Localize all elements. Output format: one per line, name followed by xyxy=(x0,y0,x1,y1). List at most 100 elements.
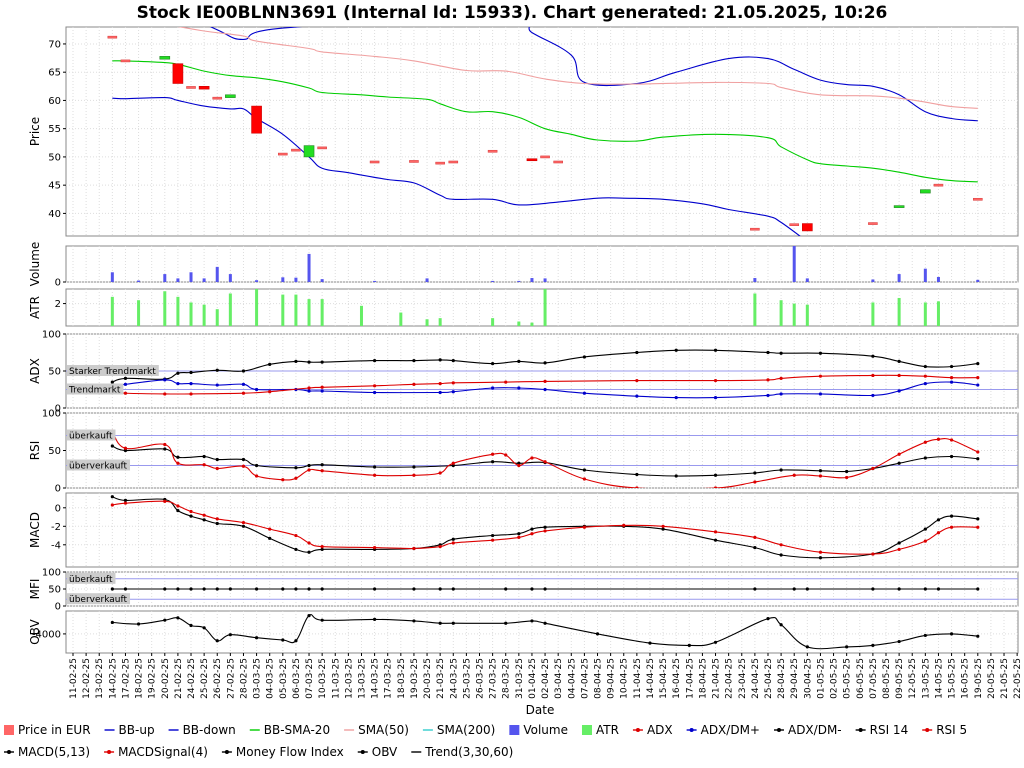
series-point xyxy=(871,373,875,378)
series-point xyxy=(372,390,377,395)
volume-bar xyxy=(517,280,521,282)
volume-bar xyxy=(163,274,167,282)
y-tick-label: 50 xyxy=(48,446,61,457)
series-point xyxy=(176,616,180,620)
atr-bar xyxy=(163,291,167,326)
series-bb-down xyxy=(112,97,801,236)
price-candle xyxy=(369,160,380,164)
legend-item-obv: OBV xyxy=(357,745,398,759)
chart-title: Stock IE00BLNN3691 (Internal Id: 15933).… xyxy=(137,3,888,23)
series-point xyxy=(871,587,875,591)
series-point xyxy=(517,461,521,465)
series-point xyxy=(189,370,193,375)
x-tick-label: 28-02-25 xyxy=(239,658,249,699)
series-point xyxy=(202,626,206,630)
x-tick-label: 07-03-25 xyxy=(305,658,315,699)
y-tick-label: 0 xyxy=(55,404,61,415)
x-tick-label: 20-03-25 xyxy=(423,658,433,699)
series-point xyxy=(595,632,600,636)
series-point xyxy=(753,471,757,475)
x-tick-label: 13-05-25 xyxy=(921,658,931,699)
legend-item-macd-5-13: MACD(5,13) xyxy=(4,745,90,759)
series-point xyxy=(779,543,783,547)
legend-label: Money Flow Index xyxy=(236,745,344,759)
y-tick-label: -4000 xyxy=(32,629,61,640)
atr-bar xyxy=(202,304,206,326)
atr-bar xyxy=(438,318,442,326)
series-point xyxy=(123,376,128,380)
series-point xyxy=(307,463,311,468)
plot-area xyxy=(66,429,1018,488)
series-point xyxy=(412,473,416,477)
y-axis-label: ADX xyxy=(28,358,42,384)
series-point xyxy=(897,541,901,545)
series-point xyxy=(635,350,639,355)
price-candle xyxy=(251,105,262,134)
series-point xyxy=(451,537,455,541)
series-point xyxy=(845,469,849,474)
x-tick-label: 14-05-25 xyxy=(934,658,944,699)
x-tick-label: 07-04-25 xyxy=(580,658,590,699)
series-point xyxy=(320,389,324,393)
series-point xyxy=(818,392,823,396)
volume-bar xyxy=(530,278,534,282)
panel-frame xyxy=(65,412,1019,489)
atr-bar xyxy=(281,294,285,326)
y-tick-label: 2 xyxy=(55,299,61,310)
volume-bar xyxy=(255,280,259,282)
series-point xyxy=(805,645,809,649)
series-point xyxy=(923,381,927,386)
y-tick-label: 100 xyxy=(42,568,61,579)
legend-item-sma-50: SMA(50) xyxy=(344,723,409,737)
series-point xyxy=(372,545,377,550)
price-candle xyxy=(107,35,118,39)
series-point xyxy=(123,448,128,453)
x-tick-label: 19-03-25 xyxy=(410,658,420,699)
legend-swatch-dot xyxy=(224,750,229,754)
x-tick-label: 02-05-25 xyxy=(830,658,840,699)
legend-label: RSI 5 xyxy=(936,723,967,737)
series-point xyxy=(110,587,114,591)
x-tick-label: 09-04-25 xyxy=(607,658,617,699)
x-tick-label: 06-03-25 xyxy=(292,658,302,699)
volume-bar xyxy=(871,279,875,282)
x-tick-label: 04-04-25 xyxy=(567,658,577,699)
series-point xyxy=(372,473,377,477)
series-point xyxy=(936,437,941,441)
series-point xyxy=(215,587,219,591)
series-point xyxy=(307,587,311,591)
series-point xyxy=(254,474,259,478)
series-point xyxy=(451,390,455,394)
series-point xyxy=(438,381,442,386)
x-tick-label: 26-03-25 xyxy=(476,658,486,699)
series-sma-50 xyxy=(177,27,978,109)
x-tick-label: 03-04-25 xyxy=(554,658,564,699)
series-point xyxy=(976,383,980,387)
x-tick-label: 20-05-25 xyxy=(987,658,997,699)
price-candle xyxy=(553,160,563,164)
volume-bar xyxy=(543,278,547,282)
atr-bar xyxy=(399,312,403,326)
x-tick-label: 22-05-25 xyxy=(1013,658,1023,699)
series-point xyxy=(123,391,128,395)
y-axis-label: OBV xyxy=(28,618,42,644)
price-candle xyxy=(789,223,800,227)
series-point xyxy=(897,452,901,456)
x-tick-label: 11-03-25 xyxy=(331,658,341,699)
series-point xyxy=(451,359,455,363)
x-tick-label: 21-02-25 xyxy=(174,658,184,699)
plot-area xyxy=(110,495,980,560)
price-candle xyxy=(868,222,878,225)
series-point xyxy=(123,587,128,591)
x-tick-label: 09-05-25 xyxy=(895,658,905,699)
date-axis: 11-02-25 12-02-25 13-02-25 14-02-25 17-02-25… xyxy=(69,653,1023,699)
series-point xyxy=(635,472,639,477)
panel-frame xyxy=(65,26,1019,237)
x-tick-label: 05-05-25 xyxy=(843,658,853,699)
series-point xyxy=(661,524,665,528)
series-point xyxy=(713,348,718,352)
series-point xyxy=(897,461,901,465)
series-point xyxy=(936,587,941,591)
